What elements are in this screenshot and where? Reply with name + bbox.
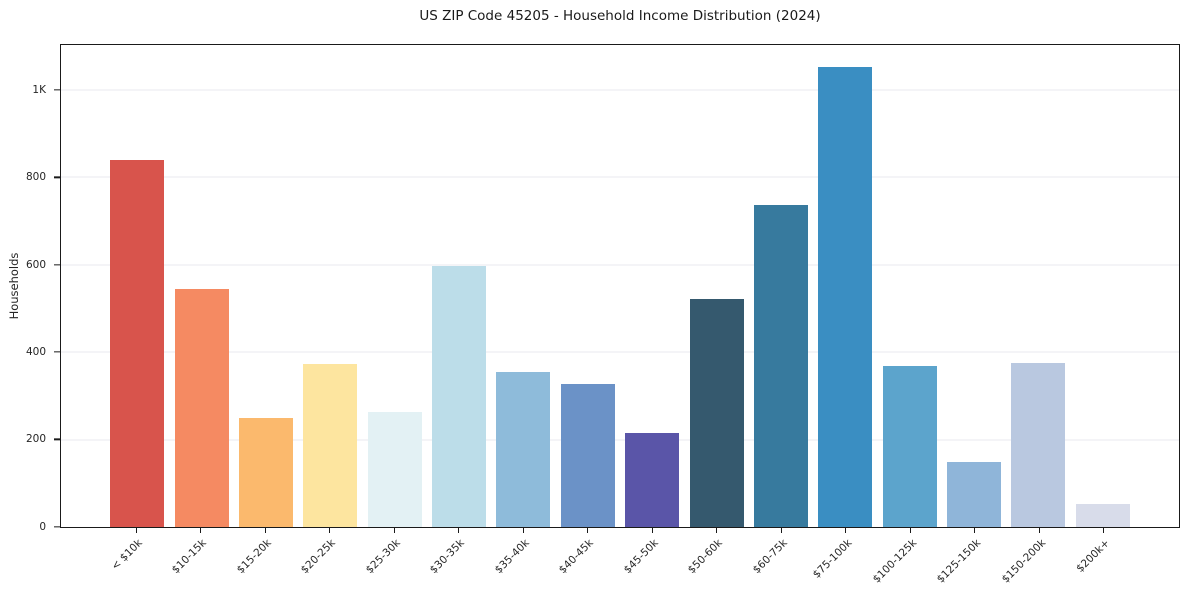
bar — [174, 288, 229, 527]
x-tick-mark — [458, 528, 460, 533]
x-tick-mark — [909, 528, 911, 533]
bar — [882, 366, 937, 527]
bar-slot — [169, 45, 233, 527]
bar — [367, 411, 422, 527]
y-tick-mark — [54, 176, 60, 178]
bar-slot — [234, 45, 298, 527]
gridline — [61, 264, 1179, 266]
bar — [110, 159, 165, 527]
bar-slot — [491, 45, 555, 527]
x-tick-mark — [587, 528, 589, 533]
x-tick-mark — [1103, 528, 1105, 533]
gridline — [61, 176, 1179, 178]
bar — [818, 66, 873, 527]
y-tick-label: 1K — [32, 84, 46, 97]
x-tick-mark — [135, 528, 137, 533]
x-tick-mark — [974, 528, 976, 533]
y-axis: 0 200 400 600 800 1K — [0, 46, 60, 533]
bar-slot — [556, 45, 620, 527]
chart-title: US ZIP Code 45205 - Household Income Dis… — [419, 8, 821, 24]
bar-slot — [620, 45, 684, 527]
bar-slot — [813, 45, 877, 527]
bar-slot — [1071, 45, 1135, 527]
gridline — [61, 89, 1179, 91]
y-tick-label: 200 — [25, 433, 46, 446]
bar-slot — [749, 45, 813, 527]
x-tick-mark — [780, 528, 782, 533]
gridline — [61, 351, 1179, 353]
y-tick-label: 0 — [39, 520, 46, 533]
bar-slot — [105, 45, 169, 527]
x-axis: < $10k $10-15k $15-20k $20-25k $25-30k $30-35… — [60, 528, 1180, 590]
bar-slot — [684, 45, 748, 527]
bar — [625, 433, 680, 527]
x-tick-mark — [716, 528, 718, 533]
x-tick-mark — [329, 528, 331, 533]
x-tick-mark — [1038, 528, 1040, 533]
bar — [432, 266, 487, 527]
bar — [303, 364, 358, 527]
bar-slot — [427, 45, 491, 527]
gridlines — [61, 45, 1179, 527]
bar — [689, 298, 744, 527]
bar-slot — [942, 45, 1006, 527]
bar — [947, 462, 1002, 527]
x-tick-mark — [200, 528, 202, 533]
x-tick-mark — [522, 528, 524, 533]
x-tick-mark — [651, 528, 653, 533]
bar-slot — [363, 45, 427, 527]
y-tick-label: 800 — [25, 171, 46, 184]
y-tick-mark — [54, 525, 60, 528]
bar — [238, 417, 293, 527]
y-tick-mark — [54, 263, 60, 266]
y-tick-mark — [54, 438, 60, 440]
bar-slot — [298, 45, 362, 527]
bar — [753, 205, 808, 527]
y-tick-label: 600 — [25, 258, 46, 271]
bar-slot — [878, 45, 942, 527]
x-tick-mark — [264, 528, 266, 533]
y-tick-label: 400 — [25, 345, 46, 358]
bar — [560, 384, 615, 527]
y-tick-mark — [54, 89, 60, 91]
gridline — [61, 439, 1179, 441]
plot-area — [60, 44, 1180, 528]
bar — [1075, 504, 1130, 527]
bars-container — [61, 45, 1179, 527]
bar — [1011, 362, 1066, 527]
x-tick-mark — [393, 528, 395, 533]
x-tick-mark — [845, 528, 847, 533]
y-tick-mark — [54, 351, 60, 353]
bar-slot — [1006, 45, 1070, 527]
bar — [496, 371, 551, 527]
